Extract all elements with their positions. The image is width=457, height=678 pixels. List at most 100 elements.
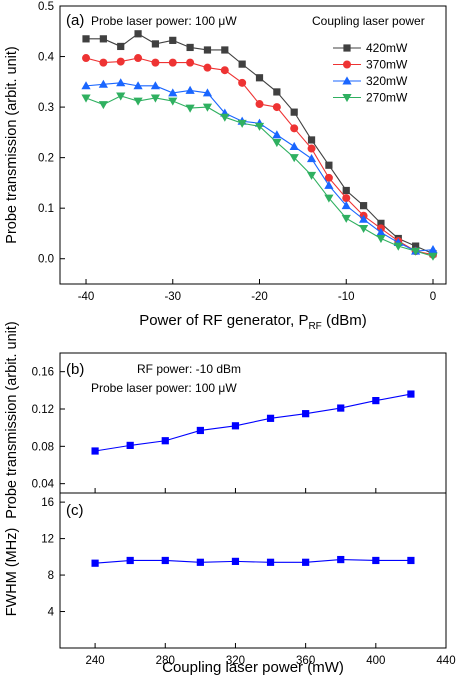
data-point-a-2 <box>306 154 317 163</box>
data-point-a-3 <box>411 247 421 256</box>
x-axis-title-a: Power of RF generator, PRF (dBm) <box>139 312 367 332</box>
data-point-a-1 <box>290 124 299 133</box>
data-point-a-3 <box>289 154 299 163</box>
y-tick-label-a: 0.2 <box>38 153 54 165</box>
data-point-a-3 <box>254 122 265 131</box>
y-tick-label-a: 0.1 <box>38 203 54 215</box>
data-point-a-1 <box>99 58 108 67</box>
x-tick-label-c: 320 <box>226 655 245 667</box>
data-point-a-3 <box>393 242 403 251</box>
data-point-c-0 <box>337 555 345 564</box>
y-tick-label-a: 0.0 <box>38 254 54 266</box>
data-point-a-2 <box>168 88 178 97</box>
x-tick-label-a: -40 <box>78 291 95 303</box>
data-point-b-0 <box>126 441 134 449</box>
data-point-c-0 <box>266 558 275 566</box>
plot-frame-b <box>59 352 447 494</box>
x-tick-label-a: 0 <box>430 291 436 303</box>
data-point-a-0 <box>325 161 333 169</box>
series-line-b-0 <box>95 393 412 452</box>
data-point-a-2 <box>324 180 334 189</box>
y-axis-title-c: FWHM (MHz) <box>4 528 20 617</box>
y-tick-label-b: 0.04 <box>32 479 55 491</box>
data-point-a-2 <box>428 245 438 254</box>
data-point-a-2 <box>81 81 91 90</box>
data-point-a-2 <box>376 227 386 236</box>
x-tick-label-c: 240 <box>85 655 104 667</box>
data-point-a-3 <box>306 171 317 180</box>
data-point-a-3 <box>237 119 247 128</box>
data-point-a-0 <box>186 43 194 52</box>
plot-frame-a <box>59 5 447 285</box>
data-point-a-1 <box>168 58 177 67</box>
data-point-a-1 <box>220 66 229 75</box>
data-point-a-2 <box>358 214 369 223</box>
data-point-a-2 <box>150 81 161 90</box>
data-point-a-0 <box>117 42 125 51</box>
data-point-a-1 <box>151 58 160 67</box>
data-point-a-3 <box>133 97 143 106</box>
data-point-a-2 <box>185 85 195 94</box>
data-point-a-0 <box>134 30 142 38</box>
panel-c: 4 8 12 16 240 280 320 360 400 440 (c) Coupling la… <box>41 492 456 676</box>
data-point-c-0 <box>126 556 134 565</box>
data-point-c-0 <box>231 557 240 565</box>
data-point-a-3 <box>185 104 195 113</box>
legend-marker-3 <box>342 94 352 103</box>
x-tick-label-a: -10 <box>338 291 355 303</box>
data-point-b-0 <box>372 397 380 405</box>
data-point-a-2 <box>202 88 213 97</box>
data-point-a-1 <box>116 57 125 66</box>
data-point-c-0 <box>372 556 380 565</box>
annotation-probe-power-b: Probe laser power: 100 μW <box>91 381 237 395</box>
x-tick-label-a: -30 <box>164 291 181 303</box>
data-point-a-3 <box>150 94 161 103</box>
data-point-a-0 <box>238 60 246 68</box>
plot-frame-c <box>59 492 447 649</box>
data-point-a-3 <box>81 94 91 103</box>
x-tick-label-a: -20 <box>251 291 268 303</box>
legend-marker-2 <box>342 76 352 85</box>
data-point-a-0 <box>151 40 160 48</box>
data-point-b-0 <box>161 437 169 445</box>
annotation-probe-power-a: Probe laser power: 100 μW <box>91 14 237 28</box>
data-point-b-0 <box>337 404 345 412</box>
data-point-b-0 <box>302 410 310 418</box>
data-point-a-3 <box>358 224 369 233</box>
data-point-a-2 <box>341 201 351 210</box>
y-tick-label-b: 0.08 <box>32 441 54 453</box>
data-point-a-0 <box>307 136 316 144</box>
data-point-a-3 <box>98 101 108 110</box>
data-point-c-0 <box>161 556 169 565</box>
data-point-c-0 <box>196 558 204 566</box>
data-point-a-2 <box>133 81 143 90</box>
data-point-a-2 <box>289 141 299 150</box>
legend-label-0: 420mW <box>366 41 408 55</box>
y-tick-label-a: 0.4 <box>38 52 55 64</box>
y-tick-label-b: 0.12 <box>32 404 54 416</box>
data-point-a-0 <box>255 74 264 82</box>
legend-label-1: 370mW <box>366 58 408 72</box>
data-point-a-2 <box>116 78 126 87</box>
legend: 420mW 370mW 320mW 270mW <box>333 41 408 105</box>
data-point-b-0 <box>407 390 415 398</box>
panel-label-b: (b) <box>66 361 84 378</box>
panel-label-a: (a) <box>66 12 84 29</box>
data-point-a-3 <box>341 214 351 223</box>
legend-label-3: 270mW <box>366 91 408 105</box>
data-point-c-0 <box>407 556 415 565</box>
data-point-a-3 <box>324 194 334 203</box>
panel-a: 0.0 0.1 0.2 0.3 0.4 0.5 -40 -30 -20 -10 0 (a) Prob… <box>38 1 447 332</box>
data-point-a-1 <box>203 63 212 72</box>
data-point-a-3 <box>428 252 438 261</box>
data-point-a-3 <box>220 113 230 122</box>
y-axis-title-a: Probe transmission (arbit. unit) <box>4 46 20 243</box>
y-tick-label-c: 8 <box>48 570 54 582</box>
legend-label-2: 320mW <box>366 74 408 88</box>
data-point-b-0 <box>91 447 99 455</box>
legend-marker-1 <box>343 60 351 69</box>
data-point-a-0 <box>273 88 281 96</box>
data-point-a-2 <box>98 79 108 88</box>
panel-label-c: (c) <box>66 502 84 519</box>
